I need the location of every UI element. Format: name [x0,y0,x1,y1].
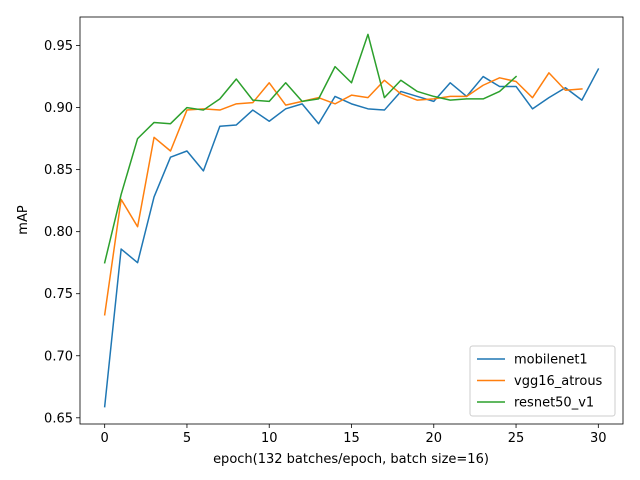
x-tick-label: 0 [101,431,109,446]
legend-box [469,345,616,417]
legend-label: vgg16_atrous [514,374,603,389]
y-tick-label: 0.80 [44,225,73,240]
x-tick-label: 30 [590,431,607,446]
x-tick-label: 5 [183,431,191,446]
y-tick-label: 0.70 [44,349,73,364]
series-line-vgg16_atrous [103,72,583,316]
plot-lines [103,33,600,408]
series-line-mobilenet1 [103,68,600,408]
y-axis-label: mAP [16,205,31,235]
y-axis-ticks: 0.65 0.70 0.75 0.80 0.85 0.90 0.95 [44,39,80,426]
x-tick-label: 10 [261,431,278,446]
x-tick-label: 25 [508,431,525,446]
x-axis-ticks: 0 5 10 15 20 25 30 [101,424,607,446]
x-axis-label: epoch(132 batches/epoch, batch size=16) [213,452,489,467]
y-tick-label: 0.90 [44,101,73,116]
x-tick-label: 20 [425,431,442,446]
series-line-resnet50_v1 [103,33,518,264]
legend-label: resnet50_v1 [514,396,594,411]
y-tick-label: 0.95 [44,39,73,54]
legend-label: mobilenet1 [514,353,588,368]
y-tick-label: 0.65 [44,411,73,426]
y-tick-label: 0.85 [44,163,73,178]
x-tick-label: 15 [343,431,360,446]
y-tick-label: 0.75 [44,287,73,302]
legend: mobilenet1 vgg16_atrous resnet50_v1 [469,345,616,417]
